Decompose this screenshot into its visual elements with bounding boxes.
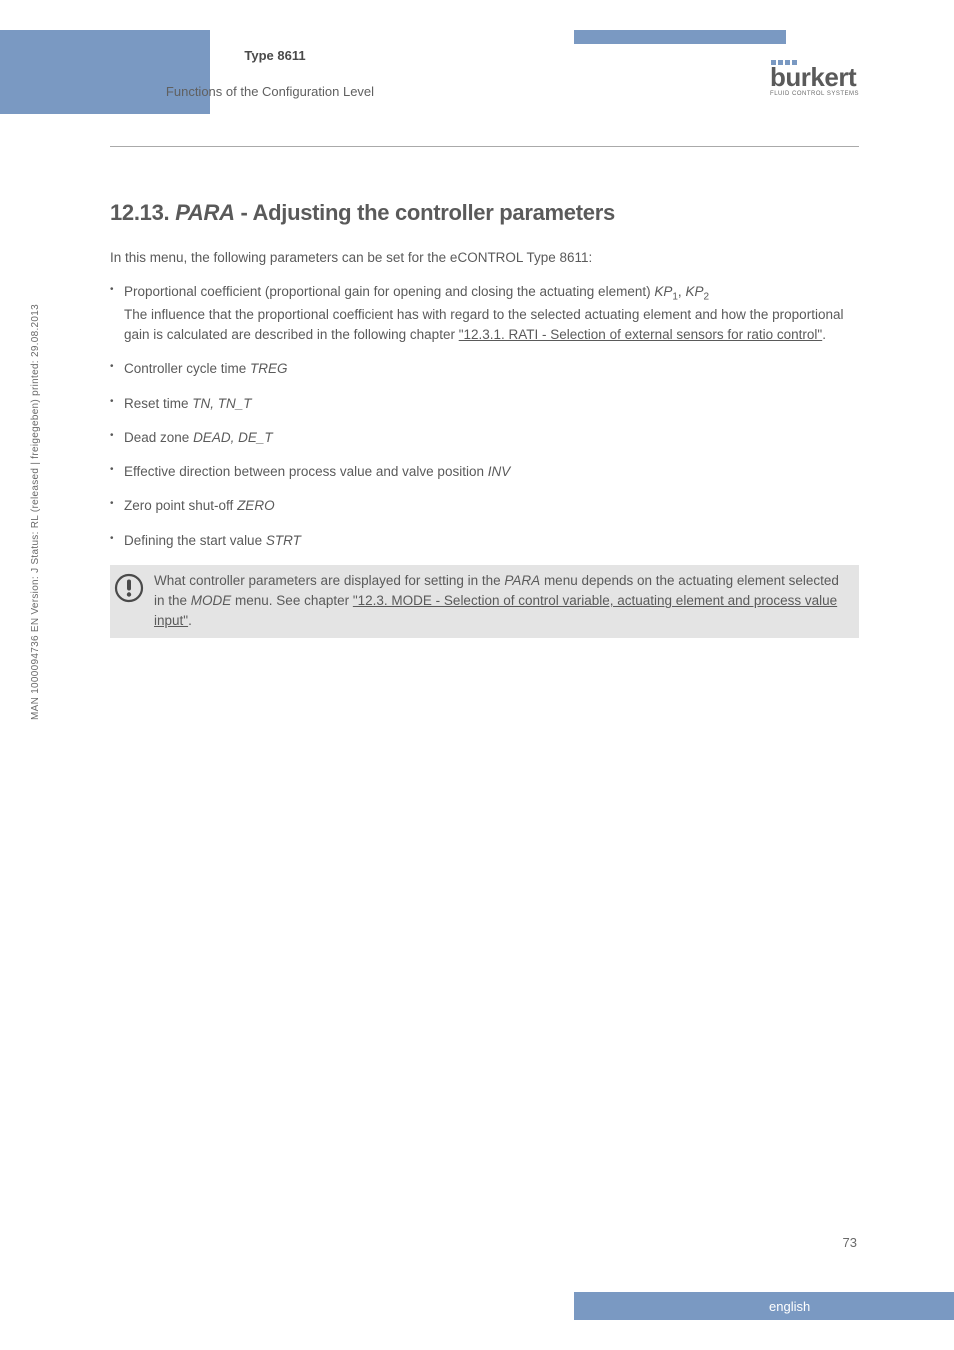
list-item: Dead zone DEAD, DE_T xyxy=(110,428,859,448)
side-metadata: MAN 1000094736 EN Version: J Status: RL … xyxy=(30,304,41,720)
list-item: Proportional coefficient (proportional g… xyxy=(110,282,859,345)
type-label: Type 8611 xyxy=(244,48,305,63)
list-item: Zero point shut-off ZERO xyxy=(110,496,859,516)
list-item: Reset time TN, TN_T xyxy=(110,394,859,414)
header-type: Type 8611 xyxy=(170,48,380,63)
brand-logo: burkert FLUID CONTROL SYSTEMS xyxy=(770,60,859,97)
list-item: Controller cycle time TREG xyxy=(110,359,859,379)
header-tab-bar xyxy=(574,30,786,44)
section-title-rest: - Adjusting the controller parameters xyxy=(235,200,615,225)
section-keyword: PARA xyxy=(175,200,235,225)
note-box: What controller parameters are displayed… xyxy=(110,565,859,638)
exclamation-icon xyxy=(114,573,144,603)
intro-paragraph: In this menu, the following parameters c… xyxy=(110,248,859,268)
list-item: Defining the start value STRT xyxy=(110,531,859,551)
section-heading: 12.13. PARA - Adjusting the controller p… xyxy=(110,200,859,226)
link-rati[interactable]: "12.3.1. RATI - Selection of external se… xyxy=(459,327,823,342)
note-text: What controller parameters are displayed… xyxy=(154,571,851,632)
header-accent-bar xyxy=(0,30,210,114)
main-content: 12.13. PARA - Adjusting the controller p… xyxy=(110,200,859,638)
header-divider xyxy=(110,146,859,147)
header-subtitle: Functions of the Configuration Level xyxy=(120,84,420,99)
logo-tagline: FLUID CONTROL SYSTEMS xyxy=(770,91,859,97)
footer-language-bar: english xyxy=(574,1292,954,1320)
page-number: 73 xyxy=(843,1235,857,1250)
footer-language-label: english xyxy=(769,1299,810,1314)
list-item: Effective direction between process valu… xyxy=(110,462,859,482)
section-number: 12.13. xyxy=(110,200,169,225)
bullet-list: Proportional coefficient (proportional g… xyxy=(110,282,859,551)
logo-brand-text: burkert xyxy=(770,66,859,89)
